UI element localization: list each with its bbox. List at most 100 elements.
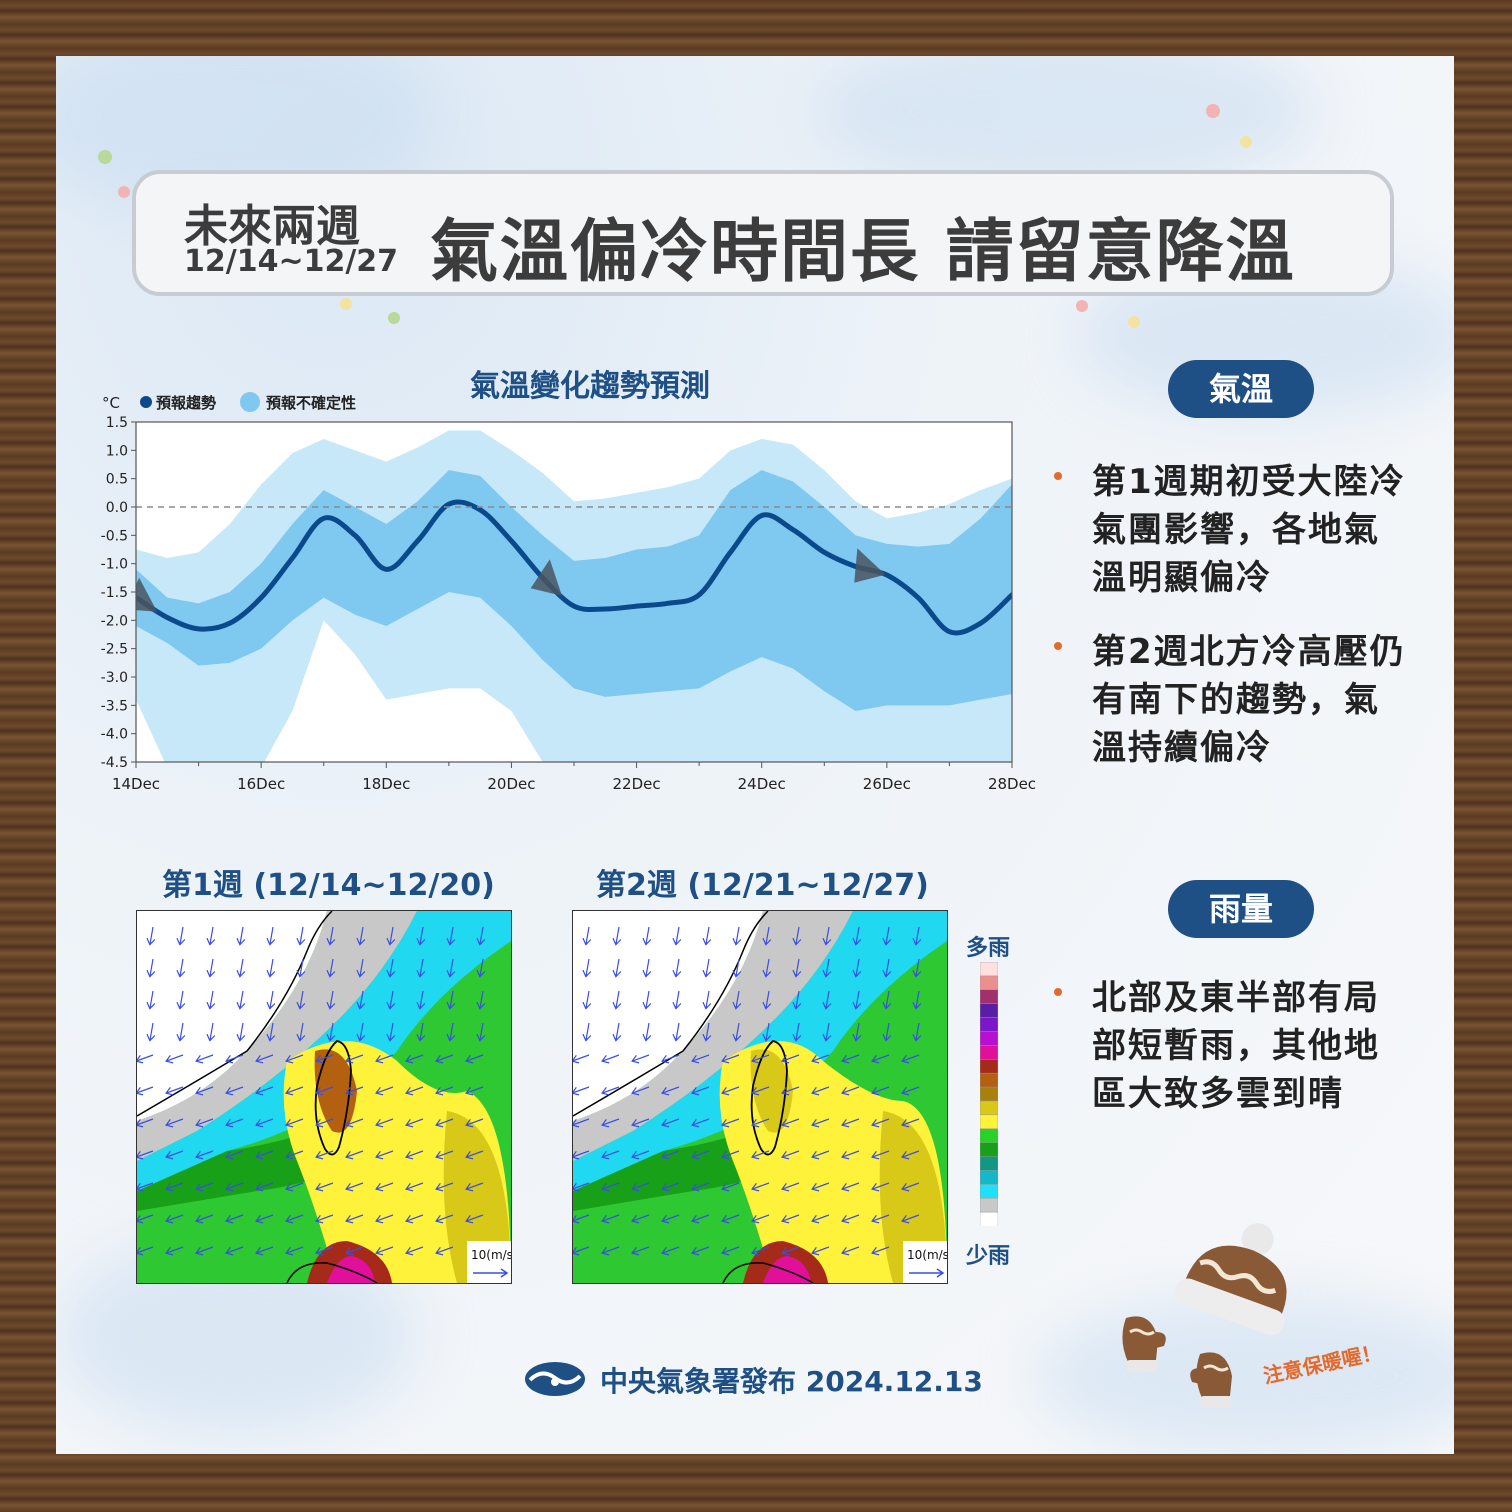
- wind-arrow: [435, 1182, 454, 1192]
- wind-arrow: [811, 1150, 830, 1160]
- wind-arrow: [882, 958, 892, 978]
- wind-arrow: [326, 926, 336, 946]
- map-taiwan-outline: [314, 1040, 352, 1156]
- page-title: 氣溫偏冷時間長 請留意降溫: [430, 213, 1296, 292]
- wind-arrow: [762, 926, 772, 946]
- legend-uncertainty-swatch: [240, 392, 260, 412]
- wind-arrow: [882, 926, 892, 946]
- legend-swatch-10: [980, 1086, 998, 1102]
- wind-arrow: [405, 1054, 424, 1064]
- wind-arrow: [405, 1214, 424, 1224]
- wind-arrow: [165, 1214, 184, 1224]
- wind-arrow: [912, 990, 922, 1010]
- wind-arrow: [405, 1182, 424, 1192]
- wind-arrow: [137, 1054, 154, 1064]
- wind-arrow: [852, 1022, 862, 1042]
- wind-arrow: [732, 1022, 742, 1042]
- wind-arrow: [582, 958, 592, 978]
- wind-arrow: [225, 1150, 244, 1160]
- wind-arrow: [852, 926, 862, 946]
- wind-arrow: [702, 1022, 712, 1042]
- map-grey-zone: [573, 911, 853, 1161]
- wind-arrow: [631, 1182, 650, 1192]
- wind-arrow: [315, 1214, 334, 1224]
- cwa-logo-icon: [525, 1362, 585, 1396]
- x-tick-label: 22Dec: [613, 775, 661, 793]
- wind-arrow: [165, 1118, 184, 1128]
- title-box: [132, 170, 1394, 296]
- wind-arrow: [751, 1246, 770, 1256]
- wind-arrow: [137, 1086, 154, 1096]
- legend-swatch-6: [980, 1031, 998, 1047]
- legend-swatch-14: [980, 1142, 998, 1158]
- wind-arrow: [255, 1182, 274, 1192]
- wind-arrow: [296, 926, 306, 946]
- wind-arrow: [435, 1054, 454, 1064]
- wind-arrow: [672, 926, 682, 946]
- wind-arrow: [822, 1022, 832, 1042]
- chart-title: 氣溫變化趨勢預測: [470, 369, 710, 404]
- wind-arrow: [176, 990, 186, 1010]
- wind-arrow: [612, 990, 622, 1010]
- wind-arrow: [631, 1150, 650, 1160]
- wind-arrow: [146, 958, 156, 978]
- legend-swatch-13: [980, 1128, 998, 1144]
- legend-swatch-8: [980, 1059, 998, 1074]
- wind-arrow: [631, 1214, 650, 1224]
- wind-arrow: [435, 1246, 454, 1256]
- wind-arrow: [582, 1022, 592, 1042]
- wind-arrow: [691, 1054, 710, 1064]
- wind-arrow: [195, 1182, 214, 1192]
- wind-arrow: [446, 990, 456, 1010]
- wind-arrow: [375, 1246, 394, 1256]
- wind-arrow: [661, 1086, 680, 1096]
- legend-swatch-1: [980, 962, 998, 977]
- wind-arrow: [661, 1150, 680, 1160]
- wind-arrow: [285, 1150, 304, 1160]
- wind-arrow: [315, 1054, 334, 1064]
- wind-scale-arrow: [473, 1268, 509, 1278]
- wind-arrow: [137, 1246, 154, 1256]
- wind-arrow: [225, 1246, 244, 1256]
- wind-arrow: [345, 1118, 364, 1128]
- y-tick-label: 1.5: [106, 415, 128, 431]
- wind-arrow: [871, 1054, 890, 1064]
- wind-arrow: [285, 1118, 304, 1128]
- wind-arrow: [811, 1054, 830, 1064]
- wind-arrow: [195, 1054, 214, 1064]
- wind-arrow: [672, 958, 682, 978]
- wind-arrow: [165, 1054, 184, 1064]
- wind-arrow: [721, 1214, 740, 1224]
- week2-rain-map: 10(m/s: [572, 910, 948, 1284]
- wind-arrow: [702, 926, 712, 946]
- wind-arrow: [137, 1118, 154, 1128]
- winter-hat-icon: [1175, 1223, 1287, 1336]
- wind-arrow: [762, 1022, 772, 1042]
- y-tick-label: -3.0: [101, 670, 128, 686]
- legend-swatch-5: [980, 1017, 998, 1033]
- wind-arrow: [345, 1086, 364, 1096]
- wind-arrow: [781, 1054, 800, 1064]
- wind-arrow: [721, 1150, 740, 1160]
- mitten-left-icon: [1122, 1316, 1166, 1372]
- trend-arrow-marker-1: [136, 577, 158, 612]
- wind-arrow: [137, 1182, 154, 1192]
- wind-arrow: [476, 990, 486, 1010]
- wind-arrow: [375, 1054, 394, 1064]
- wind-arrow: [195, 1118, 214, 1128]
- footer-publisher: 中央氣象署發布 2024.12.13: [600, 1365, 983, 1398]
- wind-arrow: [811, 1118, 830, 1128]
- wind-arrow: [841, 1086, 860, 1096]
- wind-arrow: [612, 958, 622, 978]
- wind-arrow: [176, 926, 186, 946]
- wind-arrow: [732, 958, 742, 978]
- wind-arrow: [405, 1246, 424, 1256]
- wind-arrow: [841, 1182, 860, 1192]
- wind-arrow: [386, 926, 396, 946]
- temp-bullet-2-text: 第2週北方冷高壓仍有南下的趨勢，氣溫持續偏冷: [1092, 632, 1406, 768]
- wind-arrow: [285, 1086, 304, 1096]
- legend-swatch-4: [980, 1003, 998, 1019]
- wind-arrow: [781, 1086, 800, 1096]
- map-south-coastline: [722, 1262, 814, 1283]
- temp-bullet-1-text: 第1週期初受大陸冷氣團影響，各地氣溫明顯偏冷: [1092, 462, 1406, 598]
